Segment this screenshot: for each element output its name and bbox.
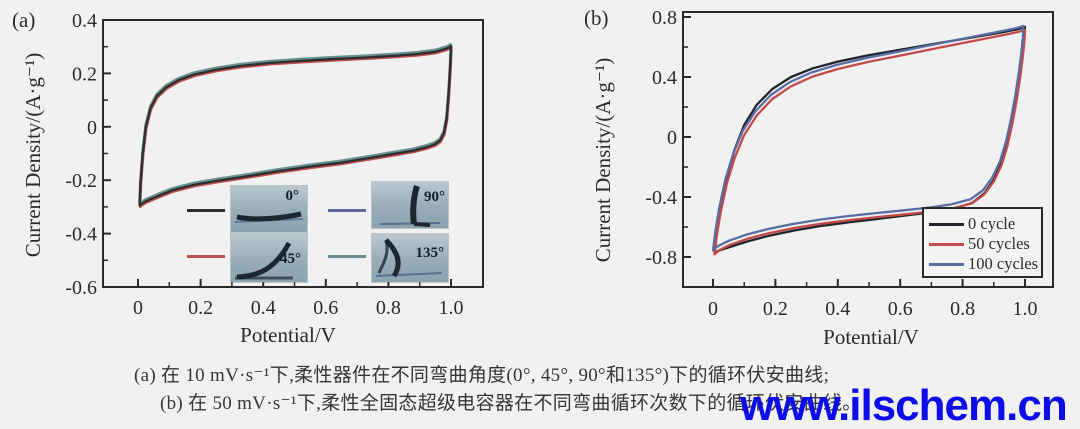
x-tick-label: 0 [708,298,718,320]
legend-swatch-135deg [328,255,366,258]
bend-photo-45deg: 45° [231,234,307,282]
legend-entry: 100 cycles [929,254,1041,274]
y-tick-label: -0.2 [65,170,97,192]
plot-frame-(b) [682,11,1054,288]
y-tick-label: -0.4 [65,224,97,246]
x-tick-label: 0 [133,297,143,319]
caption-line-1: (a) 在 10 mV·s⁻¹下,柔性器件在不同弯曲角度(0°, 45°, 90… [134,365,830,386]
cv-curve-0° [138,45,453,207]
x-tick-label: 0.4 [825,298,850,320]
y-tick-label: -0.8 [645,247,677,269]
chart-b-x-axis-title: Potential/V [823,325,919,349]
x-tick-label: 0.4 [251,297,276,319]
y-tick-label: 0 [87,117,97,139]
x-tick-label: 0.2 [188,297,213,319]
bend-photo-135deg: 135° [372,234,448,282]
x-tick-label: 0.6 [313,297,338,319]
chart-a-y-axis-title: Current Density/(A·g⁻¹) [21,52,45,258]
bend-45deg-shape [235,241,293,280]
bend-angle-label: 90° [424,189,445,205]
x-tick-label: 0.2 [763,298,788,320]
y-tick-label: -0.4 [645,187,677,209]
bend-angle-label: 45° [280,251,301,267]
chart-b-y-axis-title: Current Density/(A·g⁻¹) [591,57,615,263]
legend-swatch-90deg [328,209,366,212]
panel-a-label: (a) [12,8,36,32]
x-tick-label: 0.8 [950,298,975,320]
y-tick-label: 0.8 [652,7,677,29]
bend-photo-0deg: 0° [231,186,307,232]
legend-label: 100 cycles [968,254,1039,273]
cv-curve-135° [138,43,452,205]
y-tick-label: 0 [667,127,677,149]
y-tick-label: 0.4 [652,67,677,89]
cv-curve-50-cycles [713,28,1027,256]
bend-90deg-shape [379,185,441,227]
legend-line-0cycle [929,222,964,226]
watermark: www.ilschem.cn [740,381,1068,429]
x-tick-label: 1.0 [439,297,464,319]
chart-b-legend: 0 cycle 50 cycles 100 cycles [922,207,1043,278]
panel-b-label: (b) [584,6,609,30]
y-tick-label: 0.2 [72,63,97,85]
legend-line-100cycles [929,262,964,266]
legend-line-50cycles [929,242,964,246]
x-tick-label: 0.8 [376,297,401,319]
legend-entry: 50 cycles [929,234,1041,254]
cv-curve-90° [138,44,453,206]
legend-swatch-45deg [187,255,225,258]
x-tick-label: 0.6 [888,298,913,320]
y-tick-label: 0.4 [72,10,97,32]
legend-label: 50 cycles [968,234,1030,253]
bend-0deg-shape [234,211,304,223]
caption-line-2: (b) 在 50 mV·s⁻¹下,柔性全固态超级电容器在不同弯曲循环次数下的循环… [160,393,862,414]
x-tick-label: 1.0 [1013,298,1038,320]
legend-label: 0 cycle [968,214,1016,233]
legend-entry: 0 cycle [929,214,1041,234]
bend-photo-90deg: 90° [372,182,448,228]
bend-angle-label: 135° [415,245,445,261]
legend-swatch-0deg [187,209,225,212]
bend-angle-label: 0° [285,188,300,204]
y-tick-label: -0.6 [65,277,97,299]
chart-a-x-axis-title: Potential/V [240,323,336,347]
cv-curve-100-cycles [711,24,1025,252]
bend-135deg-shape [375,238,443,278]
